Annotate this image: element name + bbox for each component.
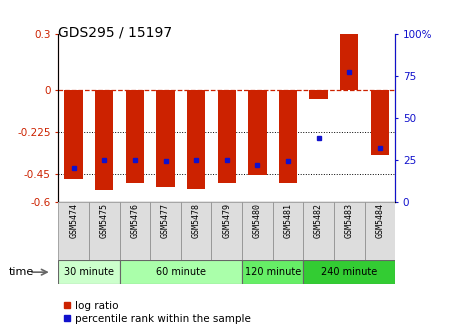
- Bar: [150, 202, 181, 260]
- Bar: [126, 90, 144, 183]
- Text: 240 minute: 240 minute: [321, 267, 377, 277]
- Text: GSM5474: GSM5474: [69, 203, 78, 238]
- Bar: [181, 202, 211, 260]
- Bar: [340, 34, 358, 90]
- Bar: [242, 202, 273, 260]
- Bar: [303, 202, 334, 260]
- Bar: [334, 202, 365, 260]
- Text: 120 minute: 120 minute: [245, 267, 301, 277]
- Text: GSM5476: GSM5476: [130, 203, 139, 238]
- Bar: [218, 90, 236, 183]
- Text: GSM5475: GSM5475: [100, 203, 109, 238]
- Bar: [187, 90, 205, 188]
- Text: GSM5480: GSM5480: [253, 203, 262, 238]
- Bar: [303, 260, 395, 284]
- Text: GSM5484: GSM5484: [375, 203, 384, 238]
- Bar: [119, 202, 150, 260]
- Text: GDS295 / 15197: GDS295 / 15197: [58, 25, 172, 39]
- Text: GSM5482: GSM5482: [314, 203, 323, 238]
- Bar: [89, 202, 119, 260]
- Bar: [58, 202, 89, 260]
- Text: GSM5481: GSM5481: [283, 203, 292, 238]
- Text: GSM5479: GSM5479: [222, 203, 231, 238]
- Bar: [58, 260, 119, 284]
- Text: 60 minute: 60 minute: [156, 267, 206, 277]
- Text: GSM5478: GSM5478: [192, 203, 201, 238]
- Bar: [309, 90, 328, 99]
- Text: 30 minute: 30 minute: [64, 267, 114, 277]
- Bar: [365, 202, 395, 260]
- Bar: [273, 202, 303, 260]
- Text: time: time: [9, 267, 34, 277]
- Bar: [248, 90, 267, 175]
- Bar: [65, 90, 83, 179]
- Bar: [119, 260, 242, 284]
- Text: GSM5477: GSM5477: [161, 203, 170, 238]
- Bar: [370, 90, 389, 155]
- Bar: [279, 90, 297, 183]
- Bar: [95, 90, 114, 191]
- Bar: [156, 90, 175, 187]
- Bar: [242, 260, 303, 284]
- Legend: log ratio, percentile rank within the sample: log ratio, percentile rank within the sa…: [64, 301, 251, 324]
- Bar: [211, 202, 242, 260]
- Text: GSM5483: GSM5483: [345, 203, 354, 238]
